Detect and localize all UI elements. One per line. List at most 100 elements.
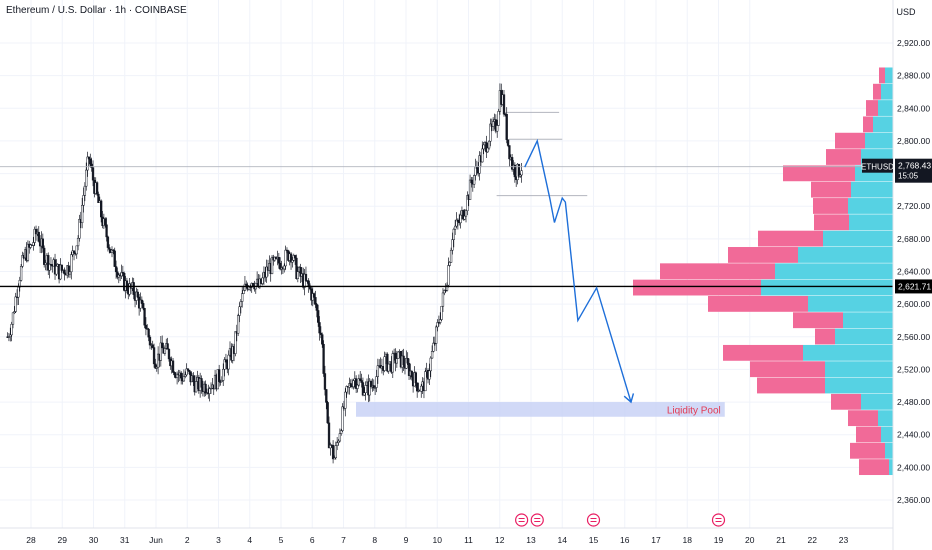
profile-buy-bar — [889, 459, 893, 476]
candle-body — [26, 243, 30, 261]
candle-body — [17, 286, 20, 298]
candle-body — [163, 348, 167, 354]
candle-body — [148, 336, 152, 346]
time-tick-label: 7 — [341, 535, 346, 545]
candle-body — [82, 195, 85, 206]
price-tag-value: 2,768.43 — [898, 161, 931, 171]
profile-sell-bar — [813, 198, 848, 214]
candle-body — [508, 145, 511, 160]
candle-body — [391, 353, 394, 373]
candle-body — [59, 264, 62, 280]
projection-path[interactable] — [524, 138, 635, 404]
price-tick-label: 2,360.00 — [897, 495, 930, 505]
time-tick-label: 31 — [120, 535, 130, 545]
price-tag — [895, 158, 932, 183]
candle-body — [128, 283, 131, 295]
candle-body — [155, 366, 158, 369]
event-marker-icon[interactable] — [711, 513, 726, 527]
candle-body — [236, 315, 240, 334]
candle-body — [140, 299, 143, 304]
event-marker-icon[interactable] — [530, 513, 544, 527]
candle-body — [152, 347, 156, 365]
ray-levels[interactable] — [496, 111, 588, 197]
profile-buy-bar — [848, 198, 893, 214]
candle-body — [161, 342, 164, 349]
candle-body — [338, 433, 342, 442]
time-tick-label: 16 — [620, 535, 630, 545]
candle-body — [270, 256, 274, 274]
candle-body — [159, 342, 162, 361]
profile-sell-bar — [879, 67, 885, 84]
profile-sell-bar — [758, 230, 823, 247]
candle-body — [112, 249, 115, 252]
profile-buy-bar — [873, 116, 893, 133]
candle-body — [194, 381, 198, 393]
candle-body — [192, 375, 195, 382]
time-tick-label: 6 — [310, 535, 315, 545]
liquidity-zone[interactable]: Liqidity Pool — [356, 402, 725, 417]
event-marker-icon[interactable] — [586, 513, 601, 527]
level-tag-value: 2,621.71 — [898, 281, 931, 291]
candle-body — [85, 169, 88, 187]
candle-body — [317, 310, 320, 323]
price-axis-bg — [893, 0, 932, 550]
level-tag — [895, 279, 932, 294]
candle-body — [154, 363, 157, 369]
candle-body — [9, 334, 12, 337]
candle-body — [188, 370, 191, 372]
candle-body — [452, 228, 455, 240]
candle-body — [470, 179, 473, 184]
candle-body — [387, 363, 390, 372]
candle-body — [357, 378, 361, 386]
candle-body — [485, 142, 488, 153]
price-tick-label: 2,880.00 — [897, 71, 930, 81]
candle-body — [513, 164, 516, 178]
candle-body — [361, 382, 365, 396]
price-tick-label: 2,440.00 — [897, 430, 930, 440]
liquidity-zone-box[interactable] — [356, 402, 725, 417]
candle-body — [443, 289, 446, 294]
candle-body — [295, 257, 298, 279]
candle-body — [312, 293, 316, 298]
candle-body — [448, 262, 451, 266]
price-tick-label: 2,680.00 — [897, 234, 930, 244]
candle-body — [104, 218, 107, 226]
profile-buy-bar — [865, 132, 893, 149]
candle-body — [326, 402, 329, 424]
event-markers[interactable] — [515, 513, 726, 527]
candle-body — [44, 262, 47, 265]
candle-body — [186, 368, 190, 371]
time-tick-label: 29 — [58, 535, 68, 545]
candle-body — [19, 266, 23, 281]
candle-body — [13, 311, 16, 314]
event-marker-icon[interactable] — [515, 513, 529, 527]
candle-body — [360, 380, 363, 383]
candle-body — [67, 265, 70, 275]
candle-body — [11, 312, 15, 325]
price-axis[interactable]: USD2,920.002,880.002,840.002,800.002,760… — [892, 0, 932, 550]
candle-body — [505, 113, 508, 140]
candle-body — [319, 332, 323, 335]
time-axis[interactable]: 28 29 30 31 Jun 2 3 4 5 6 7 8 9 10 11 12 13 14 15 16 17 18 19 2… — [0, 527, 893, 545]
horizontal-level[interactable] — [0, 166, 893, 288]
candle-body — [167, 349, 171, 360]
profile-buy-bar — [803, 344, 893, 361]
candle-body — [519, 174, 522, 177]
candle-body — [110, 249, 114, 253]
candle-body — [49, 263, 53, 266]
profile-sell-bar — [831, 393, 861, 410]
candle-body — [473, 175, 476, 185]
candle-body — [428, 370, 431, 380]
projection-line[interactable] — [524, 138, 632, 403]
candle-body — [349, 383, 352, 387]
candle-body — [372, 385, 375, 389]
profile-buy-bar — [851, 181, 893, 198]
candle-body — [464, 210, 468, 217]
candle-body — [142, 303, 145, 309]
candle-body — [441, 292, 445, 307]
candle-body — [200, 378, 203, 388]
profile-sell-bar — [848, 410, 878, 427]
